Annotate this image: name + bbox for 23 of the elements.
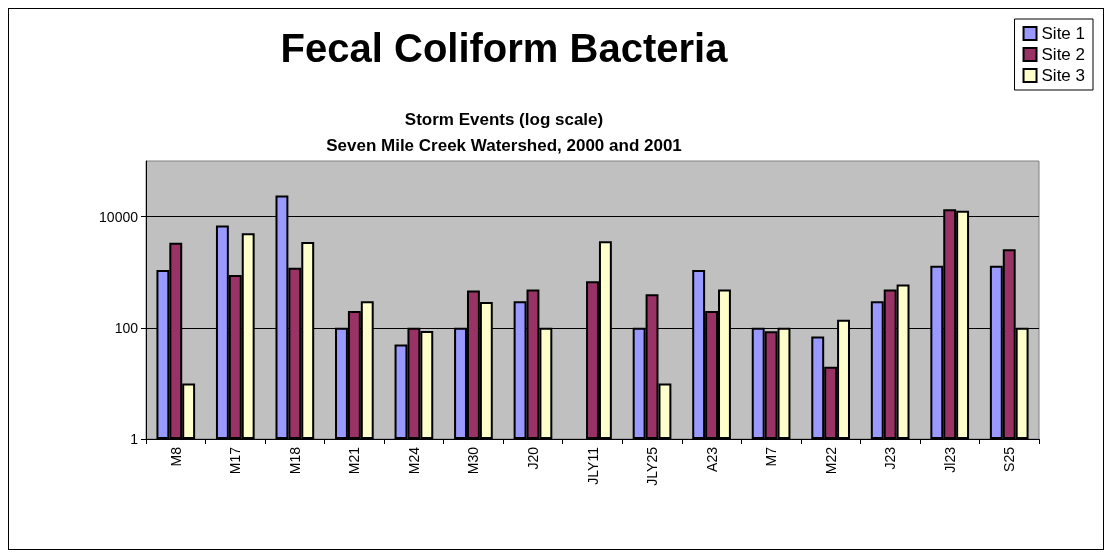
x-tick-label: M30: [465, 446, 482, 475]
chart-title: Fecal Coliform Bacteria: [280, 26, 729, 70]
x-tick-label: M8: [167, 446, 184, 467]
legend-label: Site 1: [1041, 24, 1086, 43]
x-tick-label: A23: [703, 446, 720, 472]
x-tick-label: Jl23: [941, 446, 958, 473]
x-tick-label: M17: [227, 446, 244, 475]
chart-subtitle: Storm Events (log scale) Seven Mile Creek Watershed, 2000 and 2001: [326, 109, 682, 155]
y-tick-label: 10000: [99, 208, 139, 225]
x-tick-label: M24: [405, 446, 422, 475]
y-tick-label: 100: [114, 319, 139, 336]
x-tick-label: J20: [524, 446, 541, 470]
x-tick-label: M22: [822, 446, 839, 475]
x-tick-label: J23: [882, 446, 899, 470]
y-tick-label: 1: [130, 431, 139, 447]
x-tick-label: JLY25: [644, 446, 661, 486]
x-tick-label: M21: [346, 446, 363, 475]
x-tick-label: M7: [763, 446, 780, 467]
x-tick-label: S25: [1001, 446, 1018, 472]
legend-label: Site 3: [1041, 66, 1086, 85]
legend-label: Site 2: [1041, 45, 1086, 64]
x-tick-label: M18: [286, 446, 303, 475]
x-tick-label: JLY11: [584, 446, 601, 485]
